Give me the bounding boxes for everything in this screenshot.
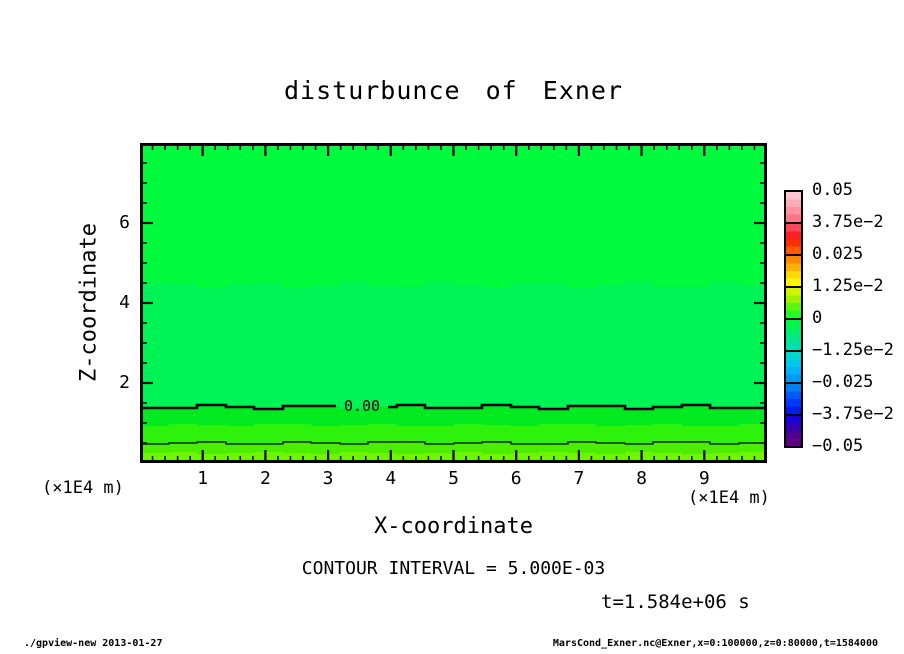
x-tick-label: 1 [197,468,209,489]
colorbar-tick-label: 1.25e−2 [812,276,884,296]
colorbar-segment [784,254,803,288]
x-axis-unit-label: (×1E4 m) [688,488,770,508]
x-tick-label: 9 [698,468,710,489]
colorbar-segment [784,414,803,448]
y-tick-label: 6 [119,212,130,233]
time-label: t=1.584e+06 s [601,591,750,613]
colorbar-segment [784,350,803,384]
x-tick-label: 8 [636,468,648,489]
colorbar [784,190,803,448]
colorbar-tick-label: 0.05 [812,180,853,200]
colorbar-segment [784,222,803,256]
y-axis-label: Z-coordinate [76,223,102,383]
x-tick-label: 5 [448,468,459,489]
colorbar-segment [784,382,803,416]
x-tick-label: 6 [510,468,522,489]
x-axis-label: X-coordinate [374,514,533,539]
y-axis-unit-label: (×1E4 m) [42,478,124,498]
colorbar-segment [784,286,803,320]
plot-title: disturbunce of Exner [283,76,624,105]
colorbar-tick-label: 3.75e−2 [812,212,884,232]
contour-field [140,143,767,463]
colorbar-segment [784,318,803,352]
plot-area: 0.00 [140,143,767,463]
colorbar-tick-label: 0.025 [812,244,864,264]
footer-left: ./gpview-new 2013-01-27 [24,638,163,649]
y-tick-label: 2 [119,372,130,393]
x-tick-label: 7 [573,468,585,489]
x-tick-label: 2 [259,468,271,489]
colorbar-tick-label: −3.75e−2 [812,404,894,424]
colorbar-tick-label: −1.25e−2 [812,340,894,360]
colorbar-tick-label: 0 [812,308,823,328]
colorbar-tick-label: −0.05 [812,436,864,456]
footer-right: MarsCond_Exner.nc@Exner,x=0:100000,z=0:8… [552,638,878,649]
contour-interval-label: CONTOUR INTERVAL = 5.000E-03 [301,558,606,579]
colorbar-tick-label: −0.025 [812,372,874,392]
y-tick-label: 4 [119,292,130,313]
x-tick-label: 3 [322,468,334,489]
x-tick-label: 4 [385,468,397,489]
contour-zero-label: 0.00 [343,397,381,415]
colorbar-segment [784,190,803,224]
